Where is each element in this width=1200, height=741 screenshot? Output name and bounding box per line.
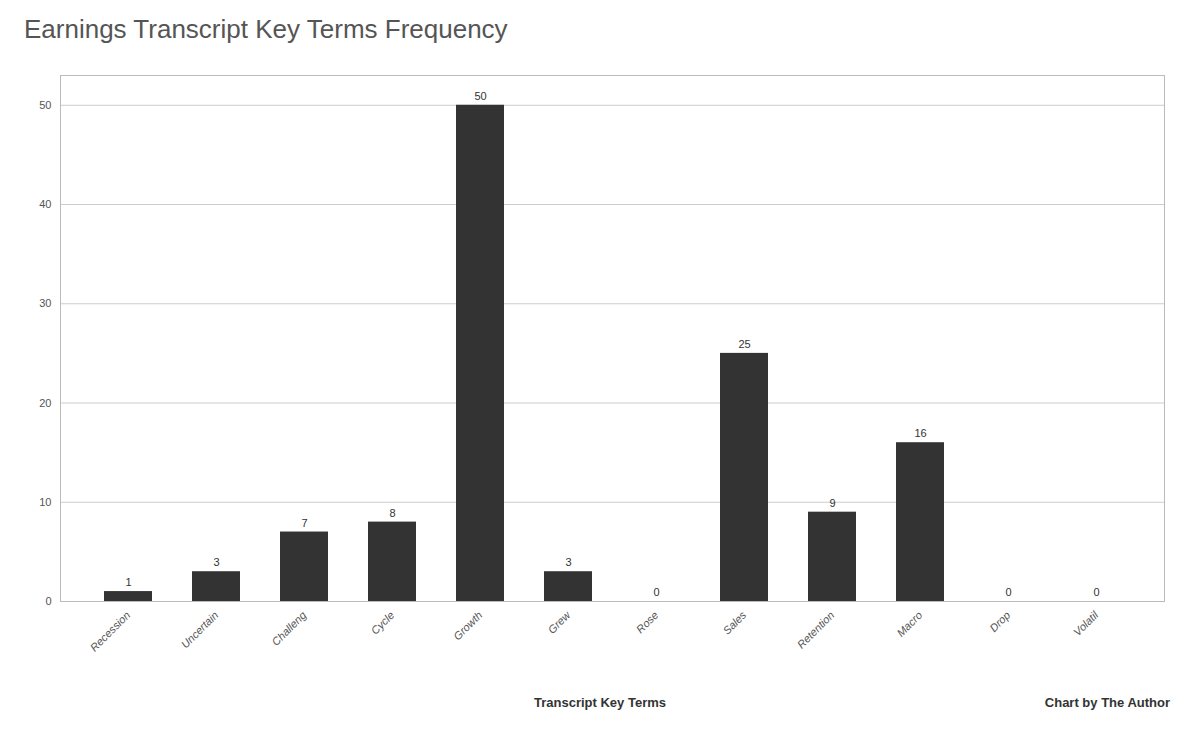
svg-text:Volatil: Volatil	[1071, 608, 1101, 638]
html-text:Chart by The Author: Chart by The Author	[1044, 695, 1170, 710]
svg-text:Macro: Macro	[894, 609, 924, 639]
svg-text:3: 3	[213, 556, 219, 568]
svg-text:30: 30	[39, 297, 51, 309]
svg-text:Grew: Grew	[545, 608, 573, 636]
svg-text:7: 7	[301, 517, 307, 529]
svg-text:Retention: Retention	[795, 609, 837, 651]
html-text:Earnings Transcript Key Terms: Earnings Transcript Key Terms Frequency	[24, 14, 508, 44]
svg-text:25: 25	[738, 338, 750, 350]
svg-text:0: 0	[45, 595, 51, 607]
svg-text:0: 0	[1005, 586, 1011, 598]
svg-text:16: 16	[914, 427, 926, 439]
svg-text:8: 8	[389, 507, 395, 519]
svg-text:Uncertain: Uncertain	[179, 609, 221, 651]
svg-text:10: 10	[39, 496, 51, 508]
svg-text:50: 50	[39, 99, 51, 111]
svg-text:3: 3	[565, 556, 571, 568]
svg-text:50: 50	[474, 90, 486, 102]
svg-text:40: 40	[39, 198, 51, 210]
svg-text:Rose: Rose	[634, 609, 661, 636]
svg-text:Drop: Drop	[987, 609, 1012, 634]
svg-text:0: 0	[653, 586, 659, 598]
svg-text:Cycle: Cycle	[368, 609, 396, 637]
html-text:Transcript Key Terms: Transcript Key Terms	[534, 695, 666, 710]
svg-text:1: 1	[125, 576, 131, 588]
svg-text:20: 20	[39, 397, 51, 409]
svg-text:Sales: Sales	[720, 608, 748, 636]
svg-text:9: 9	[829, 497, 835, 509]
svg-text:Recession: Recession	[88, 609, 133, 654]
svg-text:0: 0	[1093, 586, 1099, 598]
svg-text:Growth: Growth	[451, 609, 485, 643]
svg-text:Challeng: Challeng	[269, 608, 309, 648]
